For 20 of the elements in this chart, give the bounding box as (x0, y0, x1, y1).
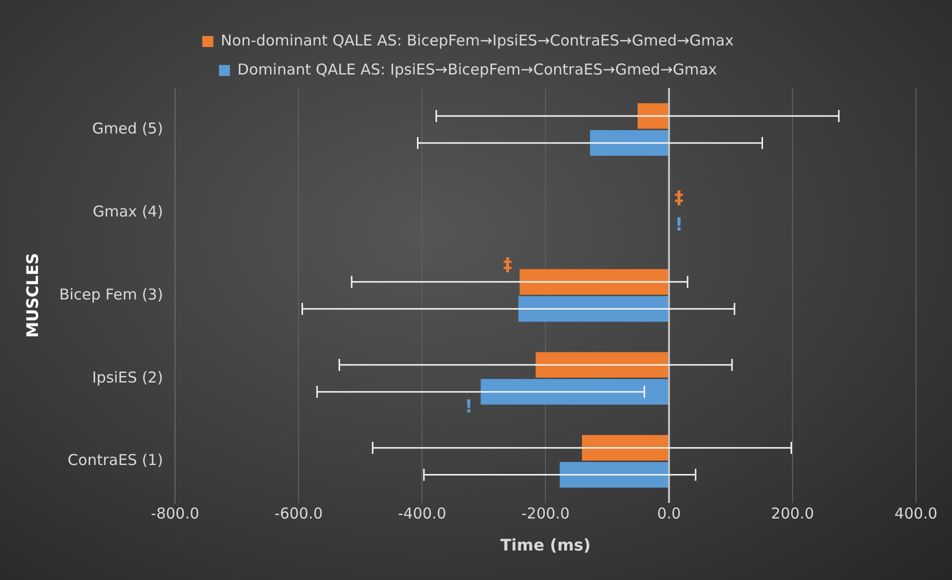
y-tick-label: Bicep Fem (3) (59, 285, 164, 304)
x-tick-label: -400.0 (398, 504, 446, 523)
y-tick-label: IpsiES (2) (92, 368, 164, 386)
annotation: ‡ (503, 254, 512, 276)
annotation: ! (464, 396, 473, 418)
legend-label: Non-dominant QALE AS: BicepFem→IpsiES→ContraES→Gmed→Gmax (220, 31, 734, 50)
x-tick-label: 200.0 (771, 504, 814, 523)
x-tick-label: 0.0 (657, 504, 681, 523)
legend-label: Dominant QALE AS: IpsiES→BicepFem→ContraES→Gmed→Gmax (237, 60, 718, 78)
x-tick-label: -200.0 (521, 504, 570, 523)
x-axis-title: Time (ms) (500, 536, 591, 555)
y-axis-title: MUSCLES (22, 252, 42, 338)
annotation: ‡ (674, 188, 684, 209)
x-tick-label: 400.0 (894, 504, 938, 523)
annotation: ! (674, 214, 684, 236)
x-tick-label: -600.0 (274, 504, 323, 523)
x-tick-label: -800.0 (150, 504, 200, 523)
y-tick-label: Gmax (4) (92, 202, 164, 220)
y-tick-label: Gmed (5) (92, 119, 164, 138)
y-tick-label: ContraES (1) (68, 451, 164, 470)
